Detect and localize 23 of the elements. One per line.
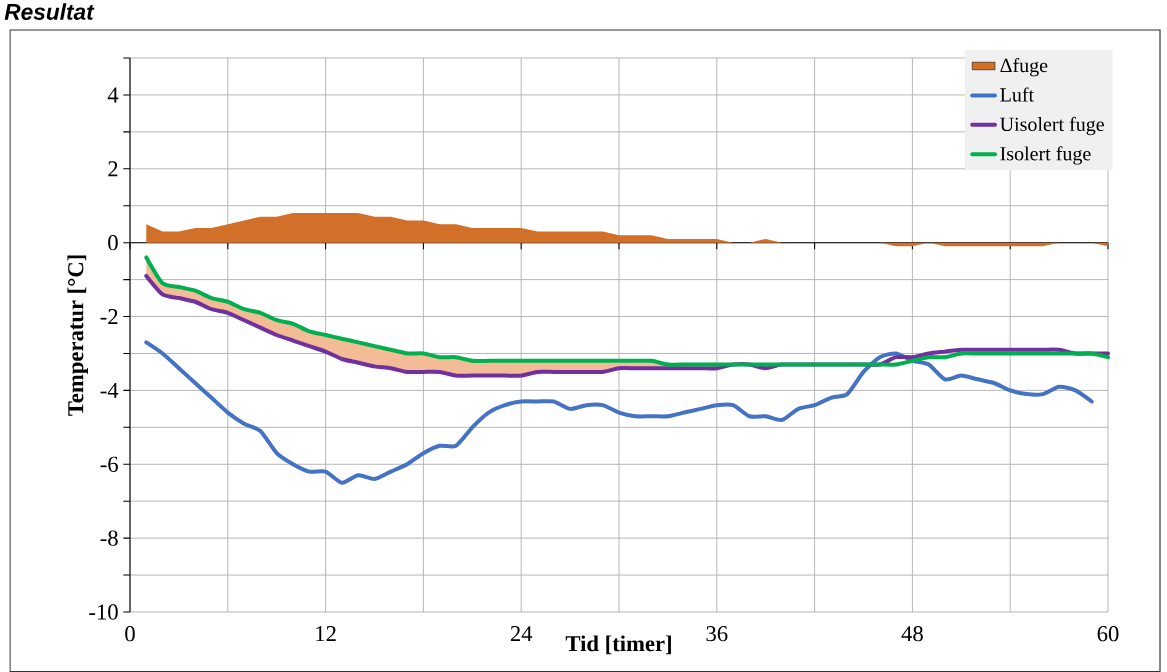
legend-label: Δfuge — [1000, 57, 1048, 77]
legend-label: Uisolert fuge — [1000, 116, 1104, 136]
legend-label: Luft — [1000, 87, 1034, 102]
y-tick-label: -8 — [100, 530, 118, 546]
y-tick-label: -6 — [100, 456, 118, 472]
x-axis-title: Tid [timer] — [565, 635, 671, 655]
x-tick-label: 60 — [1097, 625, 1119, 642]
y-tick-label: 0 — [108, 234, 118, 251]
line-series — [144, 340, 1094, 485]
legend-label: Isolert fuge — [1000, 146, 1091, 165]
y-tick-label: -2 — [100, 308, 118, 324]
y-tick-label: -4 — [100, 382, 119, 398]
x-tick-label: 24 — [510, 625, 533, 641]
y-tick-label: 4 — [107, 87, 119, 103]
y-tick-label: -10 — [89, 604, 118, 620]
x-tick-label: 12 — [316, 625, 336, 641]
chart-title: Resultat — [4, 3, 95, 20]
y-tick-label: 2 — [108, 161, 118, 177]
x-tick-label: 36 — [706, 625, 728, 642]
x-tick-label: 0 — [125, 625, 135, 642]
x-tick-label: 48 — [901, 625, 923, 642]
y-axis-title: Temperatur [°C] — [67, 255, 88, 416]
line-series — [144, 255, 1110, 367]
